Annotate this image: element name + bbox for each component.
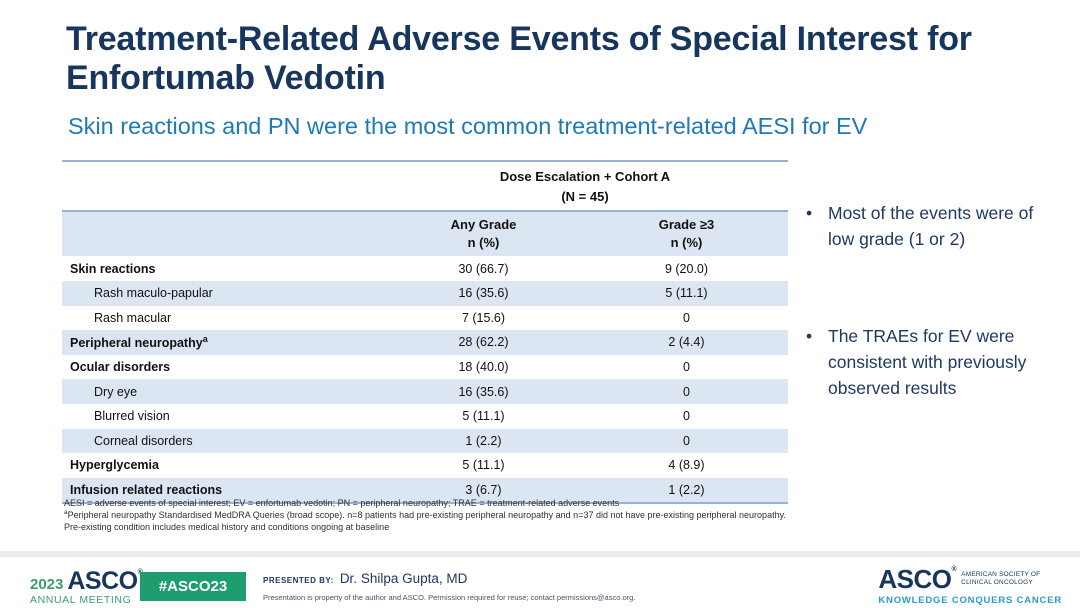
cell-any-grade: 16 (35.6)	[458, 286, 509, 301]
asco-society-line2: CLINICAL ONCOLOGY	[961, 579, 1033, 586]
table-group-header: Dose Escalation + Cohort A (N = 45)	[382, 162, 788, 210]
cell-any-grade: 28 (62.2)	[458, 335, 509, 350]
cell-grade3: 4 (8.9)	[668, 458, 705, 473]
row-label-text: Peripheral neuropathy	[70, 336, 203, 351]
asco-logo: ASCO®	[878, 566, 956, 592]
any-grade-unit: n (%)	[467, 235, 500, 251]
cell-grade3: 0	[683, 384, 690, 399]
table-row-blurred-vision: Blurred vision 5 (11.1) 0	[62, 404, 788, 429]
page-title: Treatment-Related Adverse Events of Spec…	[66, 20, 972, 97]
cell-grade3: 5 (11.1)	[665, 286, 708, 301]
footer: 2023 ASCO® ANNUAL MEETING #ASCO23 PRESEN…	[0, 560, 1080, 608]
bullet-item: • The TRAEs for EV were consistent with …	[806, 323, 1064, 402]
disclaimer-text: Presentation is property of the author a…	[263, 593, 636, 602]
presented-by-label: PRESENTED BY:	[263, 576, 334, 585]
cell-any-grade: 1 (2.2)	[465, 433, 502, 448]
table-row-infusion-related-reactions: Infusion related reactions 3 (6.7) 1 (2.…	[62, 477, 788, 503]
meeting-year: 2023	[30, 576, 64, 593]
footnote-a: aPeripheral neuropathy Standardised MedD…	[64, 509, 804, 533]
table-row-corneal-disorders: Corneal disorders 1 (2.2) 0	[62, 428, 788, 454]
asco-society-name: AMERICAN SOCIETY OF CLINICAL ONCOLOGY	[961, 571, 1040, 588]
footnote-marker-a: a	[202, 334, 208, 345]
row-label: Peripheral neuropathya	[62, 334, 382, 350]
footnote-a-text: Peripheral neuropathy Standardised MedDR…	[64, 510, 786, 533]
table-row-rash-maculo-papular: Rash maculo-papular 16 (35.6) 5 (11.1)	[62, 280, 788, 306]
registered-mark-icon: ®	[951, 566, 957, 573]
asco-logo-block: ASCO® AMERICAN SOCIETY OF CLINICAL ONCOL…	[878, 566, 1062, 606]
grade3-label: Grade ≥3	[658, 217, 715, 232]
bullet-item: • Most of the events were of low grade (…	[806, 200, 1064, 253]
row-label: Infusion related reactions	[70, 483, 223, 498]
slide-subtitle: Skin reactions and PN were the most comm…	[68, 113, 868, 139]
row-label: Hyperglycemia	[70, 458, 159, 473]
row-label: Corneal disorders	[94, 433, 193, 448]
hashtag-badge: #ASCO23	[140, 572, 246, 601]
row-label: Rash maculo-papular	[94, 286, 213, 301]
asco-logo-text: ASCO	[878, 564, 952, 594]
meeting-logo-top: 2023 ASCO®	[30, 567, 143, 595]
footnote-abbreviations: AESI = adverse events of special interes…	[64, 498, 620, 508]
table-row-skin-reactions: Skin reactions 30 (66.7) 9 (20.0)	[62, 256, 788, 281]
table-group-header-row: Dose Escalation + Cohort A (N = 45)	[62, 162, 788, 212]
table-body: Skin reactions 30 (66.7) 9 (20.0) Rash m…	[62, 256, 788, 503]
cell-any-grade: 3 (6.7)	[465, 483, 502, 498]
any-grade-label: Any Grade	[450, 217, 517, 232]
table-row-peripheral-neuropathy: Peripheral neuropathya 28 (62.2) 2 (4.4)	[62, 330, 788, 355]
row-label: Rash macular	[94, 310, 172, 325]
asco-wordmark: ASCO®	[67, 567, 142, 595]
asco-society-line1: AMERICAN SOCIETY OF	[961, 570, 1041, 578]
table-row-ocular-disorders: Ocular disorders 18 (40.0) 0	[62, 355, 788, 380]
table-row-dry-eye: Dry eye 16 (35.6) 0	[62, 379, 788, 404]
presenter-name: Dr. Shilpa Gupta, MD	[339, 571, 468, 586]
row-label: Dry eye	[94, 384, 138, 399]
cell-grade3: 0	[683, 360, 690, 375]
asco-wordmark-text: ASCO	[67, 567, 138, 595]
cell-any-grade: 5 (11.1)	[462, 409, 505, 424]
bullet-text: The TRAEs for EV were consistent with pr…	[828, 325, 1027, 399]
cell-any-grade: 18 (40.0)	[458, 360, 509, 375]
presented-by-block: PRESENTED BY: Dr. Shilpa Gupta, MD Prese…	[263, 571, 635, 602]
cell-any-grade: 7 (15.6)	[461, 310, 506, 325]
bullet-marker: •	[806, 325, 813, 346]
cell-any-grade: 30 (66.7)	[458, 261, 509, 276]
table-row-rash-macular: Rash macular 7 (15.6) 0	[62, 306, 788, 331]
cell-any-grade: 16 (35.6)	[458, 384, 509, 399]
column-header-grade3: Grade ≥3 n (%)	[585, 212, 788, 256]
bullet-marker: •	[806, 203, 813, 223]
cell-any-grade: 5 (11.1)	[462, 458, 505, 473]
group-header-line2: (N = 45)	[561, 188, 609, 204]
cell-grade3: 0	[683, 433, 690, 448]
row-label: Skin reactions	[70, 261, 156, 276]
group-header-line1: Dose Escalation + Cohort A	[499, 169, 671, 184]
cell-grade3: 1 (2.2)	[668, 483, 705, 498]
presented-by-line: PRESENTED BY: Dr. Shilpa Gupta, MD	[263, 571, 635, 586]
asco-tagline: KNOWLEDGE CONQUERS CANCER	[878, 595, 1062, 606]
grade3-unit: n (%)	[670, 235, 703, 251]
row-label: Ocular disorders	[70, 360, 171, 375]
footnotes: AESI = adverse events of special interes…	[64, 497, 804, 533]
footer-divider	[0, 551, 1080, 557]
cell-grade3: 2 (4.4)	[668, 335, 705, 350]
cell-grade3: 0	[683, 310, 690, 325]
cell-grade3: 9 (20.0)	[664, 261, 709, 276]
footnote-a-marker: a	[64, 509, 68, 517]
key-points: • Most of the events were of low grade (…	[806, 200, 1064, 401]
table-row-hyperglycemia: Hyperglycemia 5 (11.1) 4 (8.9)	[62, 453, 788, 478]
row-label: Blurred vision	[94, 409, 170, 424]
asco-annual-meeting-logo: 2023 ASCO® ANNUAL MEETING	[30, 567, 143, 607]
bullet-text: Most of the events were of low grade (1 …	[828, 203, 1034, 250]
table-column-header-row: Any Grade n (%) Grade ≥3 n (%)	[62, 212, 788, 257]
cell-grade3: 0	[683, 409, 690, 424]
asco-logo-top: ASCO® AMERICAN SOCIETY OF CLINICAL ONCOL…	[878, 566, 1062, 592]
meeting-subtitle: ANNUAL MEETING	[30, 594, 132, 606]
column-header-any-grade: Any Grade n (%)	[382, 212, 585, 256]
aesi-table: Dose Escalation + Cohort A (N = 45) Any …	[62, 160, 788, 505]
